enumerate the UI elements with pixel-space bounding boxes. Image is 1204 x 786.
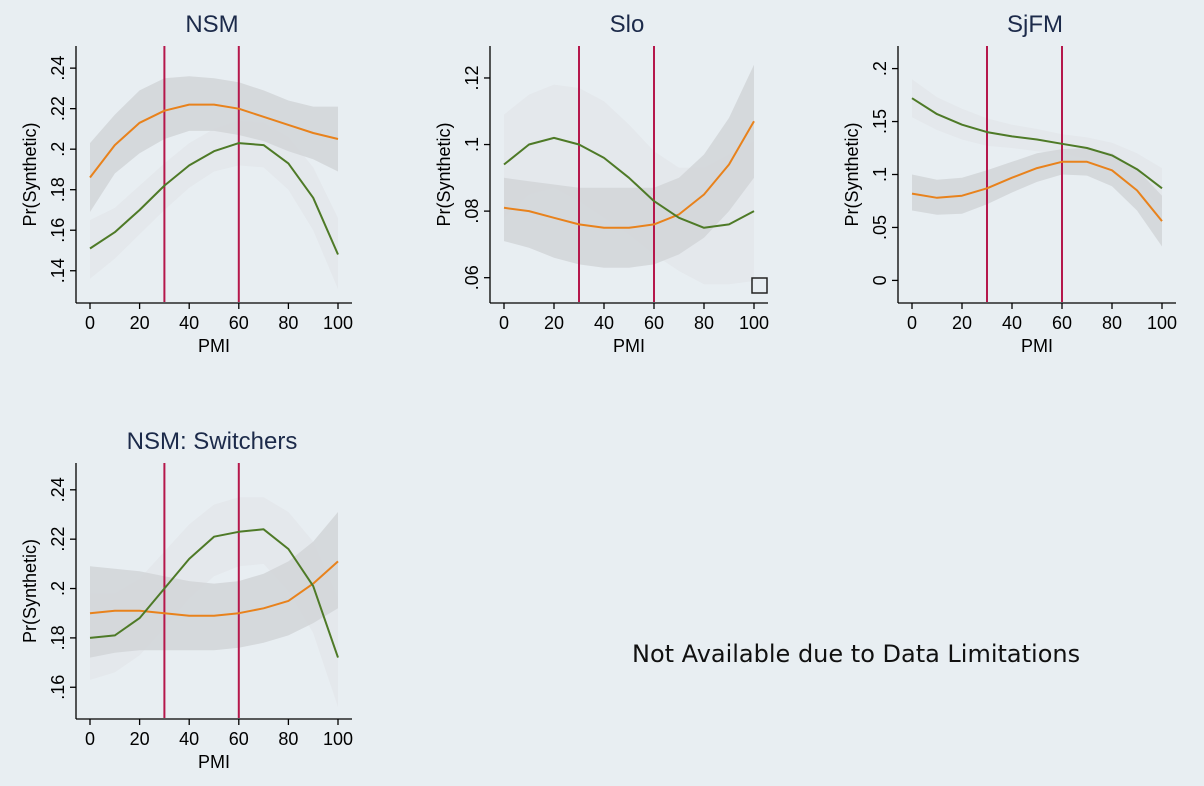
series-line-orange bbox=[911, 160, 1163, 222]
confidence-band-orange bbox=[90, 76, 338, 212]
legend-marker-square bbox=[751, 277, 768, 294]
x-tick-label: 40 bbox=[1002, 313, 1022, 333]
x-tick-label: 100 bbox=[323, 729, 353, 749]
plot-region bbox=[911, 46, 1163, 302]
y-axis-title: Pr(Synthetic) bbox=[20, 539, 40, 643]
x-tick-label: 40 bbox=[179, 313, 199, 333]
series-line-orange bbox=[89, 103, 339, 179]
y-tick-label: .22 bbox=[48, 527, 68, 552]
x-tick-label: 0 bbox=[85, 313, 95, 333]
series-line-green bbox=[503, 136, 755, 229]
confidence-band-green bbox=[90, 120, 338, 289]
y-tick-label: .24 bbox=[48, 56, 68, 81]
y-axis-title: Pr(Synthetic) bbox=[434, 122, 454, 226]
panel-title: SjFM bbox=[1007, 11, 1063, 38]
y-tick-label: .2 bbox=[48, 581, 68, 596]
y-tick-label: .15 bbox=[870, 109, 890, 134]
x-axis-title: PMI bbox=[198, 336, 230, 356]
chart-panel-1: 0 20 40 60 80 100 .14 .16 .18 .2 .22 .24 Pr(Syntheti… bbox=[20, 11, 353, 356]
x-tick-label: 40 bbox=[594, 313, 614, 333]
x-tick-label: 60 bbox=[644, 313, 664, 333]
plot-region bbox=[89, 463, 339, 718]
y-tick-label: .22 bbox=[48, 96, 68, 121]
confidence-band-green bbox=[90, 497, 338, 707]
panel-title: Slo bbox=[610, 11, 645, 38]
x-tick-label: 0 bbox=[85, 729, 95, 749]
y-tick-label: .18 bbox=[48, 625, 68, 650]
plot-region bbox=[503, 46, 755, 302]
x-tick-label: 20 bbox=[130, 729, 150, 749]
plot-region bbox=[89, 46, 339, 302]
series-line-green bbox=[89, 528, 339, 658]
x-axis-title: PMI bbox=[198, 752, 230, 772]
y-tick-label: .2 bbox=[870, 61, 890, 76]
x-tick-label: 0 bbox=[499, 313, 509, 333]
confidence-band-orange bbox=[90, 512, 338, 658]
x-tick-label: 40 bbox=[179, 729, 199, 749]
series-line-orange bbox=[503, 120, 755, 229]
y-tick-label: .18 bbox=[48, 177, 68, 202]
x-tick-label: 60 bbox=[229, 313, 249, 333]
x-tick-label: 60 bbox=[229, 729, 249, 749]
x-tick-label: 100 bbox=[323, 313, 353, 333]
x-tick-label: 20 bbox=[130, 313, 150, 333]
panel-title: NSM: Switchers bbox=[127, 428, 298, 455]
x-axis-title: PMI bbox=[613, 336, 645, 356]
y-tick-label: .06 bbox=[462, 265, 482, 290]
series-line-green bbox=[89, 142, 339, 255]
confidence-band-orange bbox=[504, 64, 754, 268]
x-tick-label: 60 bbox=[1052, 313, 1072, 333]
x-tick-label: 80 bbox=[1102, 313, 1122, 333]
y-tick-label: .14 bbox=[48, 258, 68, 283]
x-tick-label: 20 bbox=[544, 313, 564, 333]
y-tick-label: .1 bbox=[462, 137, 482, 152]
x-tick-label: 100 bbox=[739, 313, 769, 333]
chart-panel-4: 0 20 40 60 80 100 .16 .18 .2 .22 .24 Pr(Synthetic) P… bbox=[20, 428, 353, 772]
y-axis-title: Pr(Synthetic) bbox=[842, 122, 862, 226]
y-tick-label: .16 bbox=[48, 218, 68, 243]
y-tick-label: .05 bbox=[870, 215, 890, 240]
y-tick-label: .1 bbox=[870, 167, 890, 182]
x-tick-label: 100 bbox=[1147, 313, 1177, 333]
series-line-orange bbox=[89, 560, 339, 617]
x-tick-label: 20 bbox=[952, 313, 972, 333]
x-tick-label: 80 bbox=[694, 313, 714, 333]
y-tick-label: .24 bbox=[48, 477, 68, 502]
x-tick-label: 80 bbox=[278, 313, 298, 333]
confidence-band-green bbox=[912, 79, 1162, 209]
y-tick-label: .12 bbox=[462, 65, 482, 90]
x-tick-label: 0 bbox=[907, 313, 917, 333]
confidence-band-orange bbox=[912, 148, 1162, 247]
y-tick-label: .16 bbox=[48, 675, 68, 700]
series-line-green bbox=[911, 97, 1163, 190]
y-tick-label: 0 bbox=[870, 275, 890, 285]
x-tick-label: 80 bbox=[278, 729, 298, 749]
y-tick-label: .08 bbox=[462, 199, 482, 224]
chart-panel-3: 0 20 40 60 80 100 0 .05 .1 .15 .2 Pr(Synthetic) PMI S… bbox=[842, 11, 1177, 356]
x-axis-title: PMI bbox=[1021, 336, 1053, 356]
y-tick-label: .2 bbox=[48, 142, 68, 157]
y-axis-title: Pr(Synthetic) bbox=[20, 122, 40, 226]
chart-panel-2: 0 20 40 60 80 100 .06 .08 .1 .12 Pr(Synthetic) PMI S… bbox=[434, 11, 769, 356]
data-limitation-note: Not Available due to Data Limitations bbox=[632, 640, 1081, 668]
panel-title: NSM bbox=[185, 11, 238, 38]
